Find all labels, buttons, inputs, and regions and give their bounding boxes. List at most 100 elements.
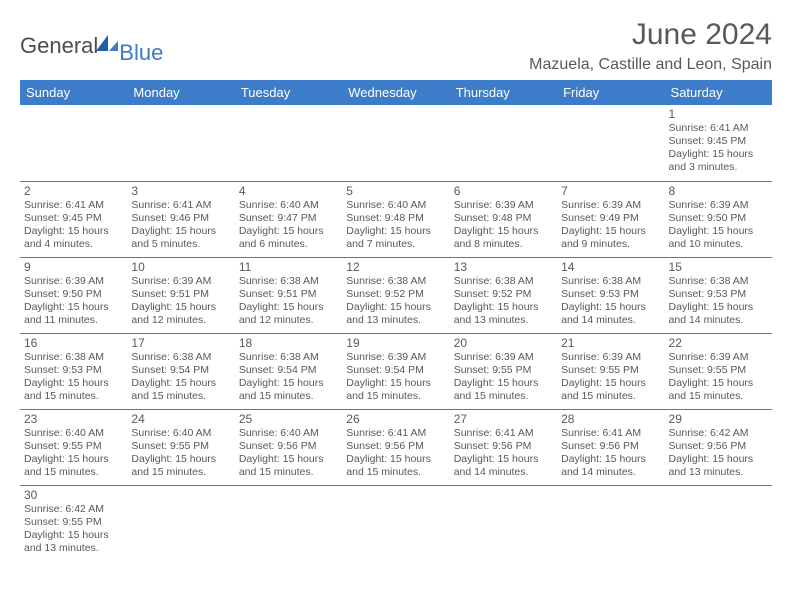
day-header-row: SundayMondayTuesdayWednesdayThursdayFrid… xyxy=(20,80,772,105)
calendar-cell: 10Sunrise: 6:39 AMSunset: 9:51 PMDayligh… xyxy=(127,257,234,333)
calendar-row: 9Sunrise: 6:39 AMSunset: 9:50 PMDaylight… xyxy=(20,257,772,333)
location-text: Mazuela, Castille and Leon, Spain xyxy=(529,56,772,74)
calendar-cell: 13Sunrise: 6:38 AMSunset: 9:52 PMDayligh… xyxy=(450,257,557,333)
calendar-cell: 5Sunrise: 6:40 AMSunset: 9:48 PMDaylight… xyxy=(342,181,449,257)
day-number: 11 xyxy=(239,260,338,274)
calendar-cell: 12Sunrise: 6:38 AMSunset: 9:52 PMDayligh… xyxy=(342,257,449,333)
day-number: 29 xyxy=(669,412,768,426)
day-info: Sunrise: 6:41 AMSunset: 9:56 PMDaylight:… xyxy=(454,427,553,480)
day-info: Sunrise: 6:38 AMSunset: 9:54 PMDaylight:… xyxy=(131,351,230,404)
day-number: 16 xyxy=(24,336,123,350)
day-number: 13 xyxy=(454,260,553,274)
day-number: 28 xyxy=(561,412,660,426)
calendar-cell-empty xyxy=(450,485,557,561)
calendar-cell-empty xyxy=(127,485,234,561)
logo-text-general: General xyxy=(20,33,98,59)
day-info: Sunrise: 6:38 AMSunset: 9:53 PMDaylight:… xyxy=(24,351,123,404)
calendar-cell: 24Sunrise: 6:40 AMSunset: 9:55 PMDayligh… xyxy=(127,409,234,485)
calendar-cell: 7Sunrise: 6:39 AMSunset: 9:49 PMDaylight… xyxy=(557,181,664,257)
day-info: Sunrise: 6:41 AMSunset: 9:45 PMDaylight:… xyxy=(24,199,123,252)
day-info: Sunrise: 6:40 AMSunset: 9:56 PMDaylight:… xyxy=(239,427,338,480)
calendar-cell: 4Sunrise: 6:40 AMSunset: 9:47 PMDaylight… xyxy=(235,181,342,257)
calendar-cell: 1Sunrise: 6:41 AMSunset: 9:45 PMDaylight… xyxy=(665,105,772,181)
day-number: 24 xyxy=(131,412,230,426)
day-header: Monday xyxy=(127,80,234,105)
day-number: 10 xyxy=(131,260,230,274)
day-info: Sunrise: 6:39 AMSunset: 9:50 PMDaylight:… xyxy=(24,275,123,328)
day-number: 15 xyxy=(669,260,768,274)
calendar-cell: 6Sunrise: 6:39 AMSunset: 9:48 PMDaylight… xyxy=(450,181,557,257)
calendar-cell: 9Sunrise: 6:39 AMSunset: 9:50 PMDaylight… xyxy=(20,257,127,333)
calendar-cell: 25Sunrise: 6:40 AMSunset: 9:56 PMDayligh… xyxy=(235,409,342,485)
calendar-cell-empty xyxy=(235,485,342,561)
day-number: 17 xyxy=(131,336,230,350)
day-info: Sunrise: 6:41 AMSunset: 9:46 PMDaylight:… xyxy=(131,199,230,252)
calendar-cell: 14Sunrise: 6:38 AMSunset: 9:53 PMDayligh… xyxy=(557,257,664,333)
day-number: 23 xyxy=(24,412,123,426)
day-info: Sunrise: 6:39 AMSunset: 9:51 PMDaylight:… xyxy=(131,275,230,328)
calendar-cell-empty xyxy=(342,105,449,181)
day-header: Wednesday xyxy=(342,80,449,105)
day-info: Sunrise: 6:40 AMSunset: 9:48 PMDaylight:… xyxy=(346,199,445,252)
day-info: Sunrise: 6:41 AMSunset: 9:56 PMDaylight:… xyxy=(561,427,660,480)
calendar-row: 30Sunrise: 6:42 AMSunset: 9:55 PMDayligh… xyxy=(20,485,772,561)
day-info: Sunrise: 6:38 AMSunset: 9:53 PMDaylight:… xyxy=(669,275,768,328)
calendar-cell: 16Sunrise: 6:38 AMSunset: 9:53 PMDayligh… xyxy=(20,333,127,409)
day-info: Sunrise: 6:38 AMSunset: 9:52 PMDaylight:… xyxy=(454,275,553,328)
day-number: 7 xyxy=(561,184,660,198)
calendar-body: 1Sunrise: 6:41 AMSunset: 9:45 PMDaylight… xyxy=(20,105,772,561)
day-number: 2 xyxy=(24,184,123,198)
day-number: 1 xyxy=(669,107,768,121)
logo-text-blue: Blue xyxy=(119,40,163,66)
day-info: Sunrise: 6:38 AMSunset: 9:51 PMDaylight:… xyxy=(239,275,338,328)
day-info: Sunrise: 6:39 AMSunset: 9:50 PMDaylight:… xyxy=(669,199,768,252)
calendar-cell-empty xyxy=(342,485,449,561)
calendar-cell-empty xyxy=(127,105,234,181)
calendar-cell: 30Sunrise: 6:42 AMSunset: 9:55 PMDayligh… xyxy=(20,485,127,561)
calendar-cell: 11Sunrise: 6:38 AMSunset: 9:51 PMDayligh… xyxy=(235,257,342,333)
day-number: 6 xyxy=(454,184,553,198)
day-number: 19 xyxy=(346,336,445,350)
day-info: Sunrise: 6:39 AMSunset: 9:55 PMDaylight:… xyxy=(669,351,768,404)
calendar-row: 16Sunrise: 6:38 AMSunset: 9:53 PMDayligh… xyxy=(20,333,772,409)
day-info: Sunrise: 6:40 AMSunset: 9:55 PMDaylight:… xyxy=(131,427,230,480)
day-number: 20 xyxy=(454,336,553,350)
day-number: 21 xyxy=(561,336,660,350)
logo: General Blue xyxy=(20,26,163,66)
day-info: Sunrise: 6:40 AMSunset: 9:55 PMDaylight:… xyxy=(24,427,123,480)
calendar-cell-empty xyxy=(557,485,664,561)
calendar-row: 2Sunrise: 6:41 AMSunset: 9:45 PMDaylight… xyxy=(20,181,772,257)
calendar-cell: 23Sunrise: 6:40 AMSunset: 9:55 PMDayligh… xyxy=(20,409,127,485)
day-header: Tuesday xyxy=(235,80,342,105)
calendar-cell: 27Sunrise: 6:41 AMSunset: 9:56 PMDayligh… xyxy=(450,409,557,485)
day-number: 12 xyxy=(346,260,445,274)
day-info: Sunrise: 6:38 AMSunset: 9:52 PMDaylight:… xyxy=(346,275,445,328)
calendar-cell: 15Sunrise: 6:38 AMSunset: 9:53 PMDayligh… xyxy=(665,257,772,333)
day-info: Sunrise: 6:42 AMSunset: 9:56 PMDaylight:… xyxy=(669,427,768,480)
day-info: Sunrise: 6:42 AMSunset: 9:55 PMDaylight:… xyxy=(24,503,123,556)
day-info: Sunrise: 6:39 AMSunset: 9:48 PMDaylight:… xyxy=(454,199,553,252)
day-number: 18 xyxy=(239,336,338,350)
header: General Blue June 2024 Mazuela, Castille… xyxy=(20,18,772,74)
day-header: Thursday xyxy=(450,80,557,105)
day-info: Sunrise: 6:41 AMSunset: 9:45 PMDaylight:… xyxy=(669,122,768,175)
day-number: 25 xyxy=(239,412,338,426)
day-number: 4 xyxy=(239,184,338,198)
day-number: 26 xyxy=(346,412,445,426)
calendar-cell-empty xyxy=(20,105,127,181)
calendar-cell-empty xyxy=(665,485,772,561)
page-title: June 2024 xyxy=(529,18,772,52)
day-info: Sunrise: 6:39 AMSunset: 9:54 PMDaylight:… xyxy=(346,351,445,404)
calendar-cell-empty xyxy=(235,105,342,181)
day-number: 8 xyxy=(669,184,768,198)
day-info: Sunrise: 6:39 AMSunset: 9:55 PMDaylight:… xyxy=(561,351,660,404)
day-info: Sunrise: 6:41 AMSunset: 9:56 PMDaylight:… xyxy=(346,427,445,480)
day-info: Sunrise: 6:40 AMSunset: 9:47 PMDaylight:… xyxy=(239,199,338,252)
calendar-cell: 17Sunrise: 6:38 AMSunset: 9:54 PMDayligh… xyxy=(127,333,234,409)
day-info: Sunrise: 6:38 AMSunset: 9:53 PMDaylight:… xyxy=(561,275,660,328)
calendar-table: SundayMondayTuesdayWednesdayThursdayFrid… xyxy=(20,80,772,561)
calendar-cell: 18Sunrise: 6:38 AMSunset: 9:54 PMDayligh… xyxy=(235,333,342,409)
day-info: Sunrise: 6:39 AMSunset: 9:55 PMDaylight:… xyxy=(454,351,553,404)
day-number: 3 xyxy=(131,184,230,198)
calendar-cell: 19Sunrise: 6:39 AMSunset: 9:54 PMDayligh… xyxy=(342,333,449,409)
